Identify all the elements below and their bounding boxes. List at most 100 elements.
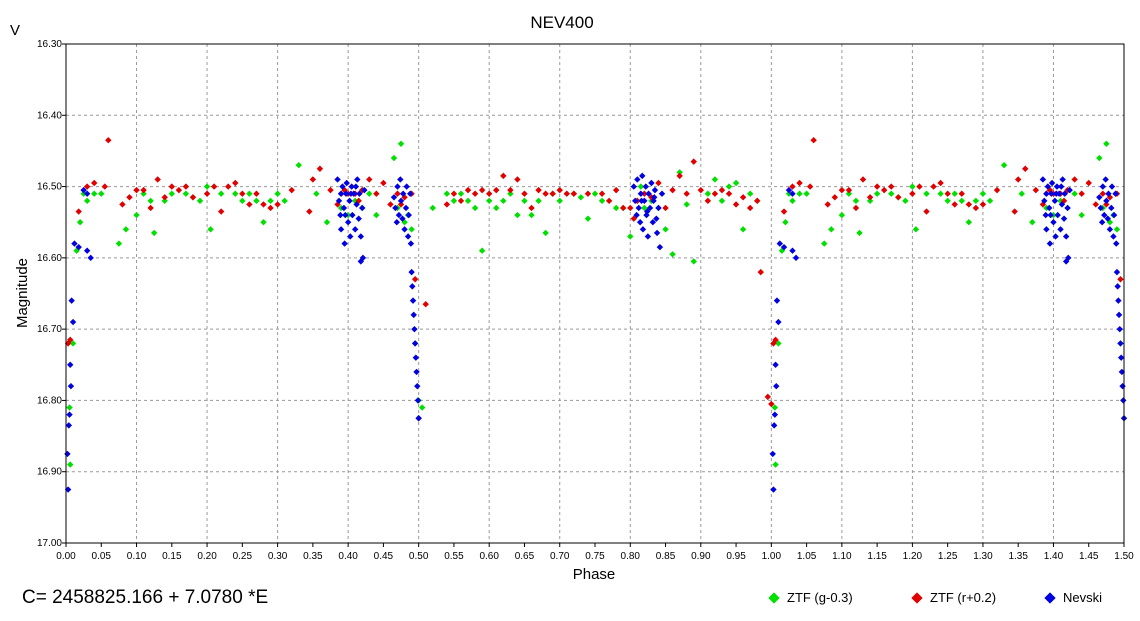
data-point xyxy=(87,254,94,262)
data-point xyxy=(397,197,405,205)
data-point xyxy=(122,226,130,233)
data-point xyxy=(1066,186,1073,194)
data-point xyxy=(965,201,973,208)
data-point xyxy=(356,190,363,197)
data-point xyxy=(147,204,154,212)
x-tick-label: 0.00 xyxy=(56,551,76,562)
data-point xyxy=(637,190,645,197)
data-point xyxy=(556,186,563,194)
data-point xyxy=(182,183,190,190)
data-point xyxy=(217,190,225,197)
data-point xyxy=(1042,211,1049,219)
data-point xyxy=(769,450,776,458)
data-point xyxy=(937,179,944,187)
data-point xyxy=(873,183,881,190)
data-point xyxy=(789,247,796,254)
data-point xyxy=(267,197,274,205)
data-point xyxy=(175,186,183,194)
data-point xyxy=(923,208,930,215)
data-point xyxy=(1041,197,1048,205)
data-point xyxy=(542,229,549,237)
data-point xyxy=(140,190,147,197)
data-point xyxy=(642,183,649,190)
data-point xyxy=(771,411,779,418)
data-point xyxy=(649,219,657,226)
x-tick-label: 0.20 xyxy=(197,551,217,562)
data-point xyxy=(443,201,451,208)
data-point xyxy=(563,190,570,197)
data-point xyxy=(309,176,317,183)
data-point xyxy=(340,204,348,212)
data-point xyxy=(1046,186,1054,194)
data-point xyxy=(873,190,881,197)
data-point xyxy=(274,201,281,208)
x-axis-label: Phase xyxy=(573,566,616,583)
x-tick-label: 1.00 xyxy=(762,551,782,562)
data-point xyxy=(1114,283,1121,290)
data-point xyxy=(253,190,260,197)
data-point xyxy=(203,183,211,190)
y-tick-label: 16.40 xyxy=(37,110,62,121)
data-point xyxy=(342,190,350,197)
data-point xyxy=(403,183,410,190)
data-point xyxy=(1106,226,1114,233)
data-point xyxy=(351,226,359,233)
y-tick-label: 16.50 xyxy=(37,182,62,193)
data-point xyxy=(1022,165,1029,172)
data-point xyxy=(75,243,82,251)
data-point xyxy=(658,190,666,197)
data-point xyxy=(775,340,782,347)
y-axis-ticks: 16.30 16.40 16.50 16.60 16.70 16.80 16.90 17.00 xyxy=(37,39,66,549)
data-point xyxy=(66,404,73,411)
x-tick-label: 1.30 xyxy=(973,551,993,562)
data-point xyxy=(397,201,405,208)
data-point xyxy=(923,190,930,197)
data-point xyxy=(810,137,817,144)
data-point xyxy=(556,197,563,205)
x-tick-label: 0.10 xyxy=(127,551,147,562)
data-point xyxy=(414,397,422,404)
data-point xyxy=(1117,276,1124,283)
data-point xyxy=(64,450,71,458)
data-point xyxy=(972,197,980,205)
data-point xyxy=(1096,154,1103,162)
data-point xyxy=(1110,211,1118,219)
data-point xyxy=(711,190,719,197)
data-point xyxy=(408,226,415,233)
data-point xyxy=(380,179,387,187)
data-point xyxy=(493,186,500,194)
data-point xyxy=(888,190,895,197)
data-point xyxy=(411,340,419,347)
data-point xyxy=(739,194,747,201)
data-point xyxy=(133,211,140,219)
data-point xyxy=(115,240,123,247)
data-point xyxy=(627,233,634,240)
data-point xyxy=(232,179,239,187)
band-label: V xyxy=(10,22,20,39)
data-point xyxy=(669,251,676,258)
data-point xyxy=(67,382,75,390)
data-point xyxy=(334,176,341,183)
data-point xyxy=(732,201,740,208)
x-tick-label: 0.15 xyxy=(162,551,182,562)
data-point xyxy=(852,204,860,212)
data-point xyxy=(457,197,465,205)
data-point xyxy=(140,186,147,194)
data-point xyxy=(605,197,613,205)
x-tick-label: 1.50 xyxy=(1114,551,1134,562)
data-point xyxy=(246,190,253,197)
data-point xyxy=(1058,183,1065,190)
y-tick-label: 17.00 xyxy=(37,538,62,549)
data-point xyxy=(972,204,980,212)
data-point xyxy=(443,190,451,197)
data-point xyxy=(944,190,951,197)
x-tick-label: 0.30 xyxy=(268,551,288,562)
data-point xyxy=(636,219,644,226)
data-point xyxy=(958,190,965,197)
data-point xyxy=(1048,179,1056,187)
data-point xyxy=(64,486,72,493)
ephemeris-formula: C= 2458825.166 + 7.0780 *E xyxy=(22,587,269,608)
data-point xyxy=(471,190,479,197)
data-point xyxy=(845,190,853,197)
